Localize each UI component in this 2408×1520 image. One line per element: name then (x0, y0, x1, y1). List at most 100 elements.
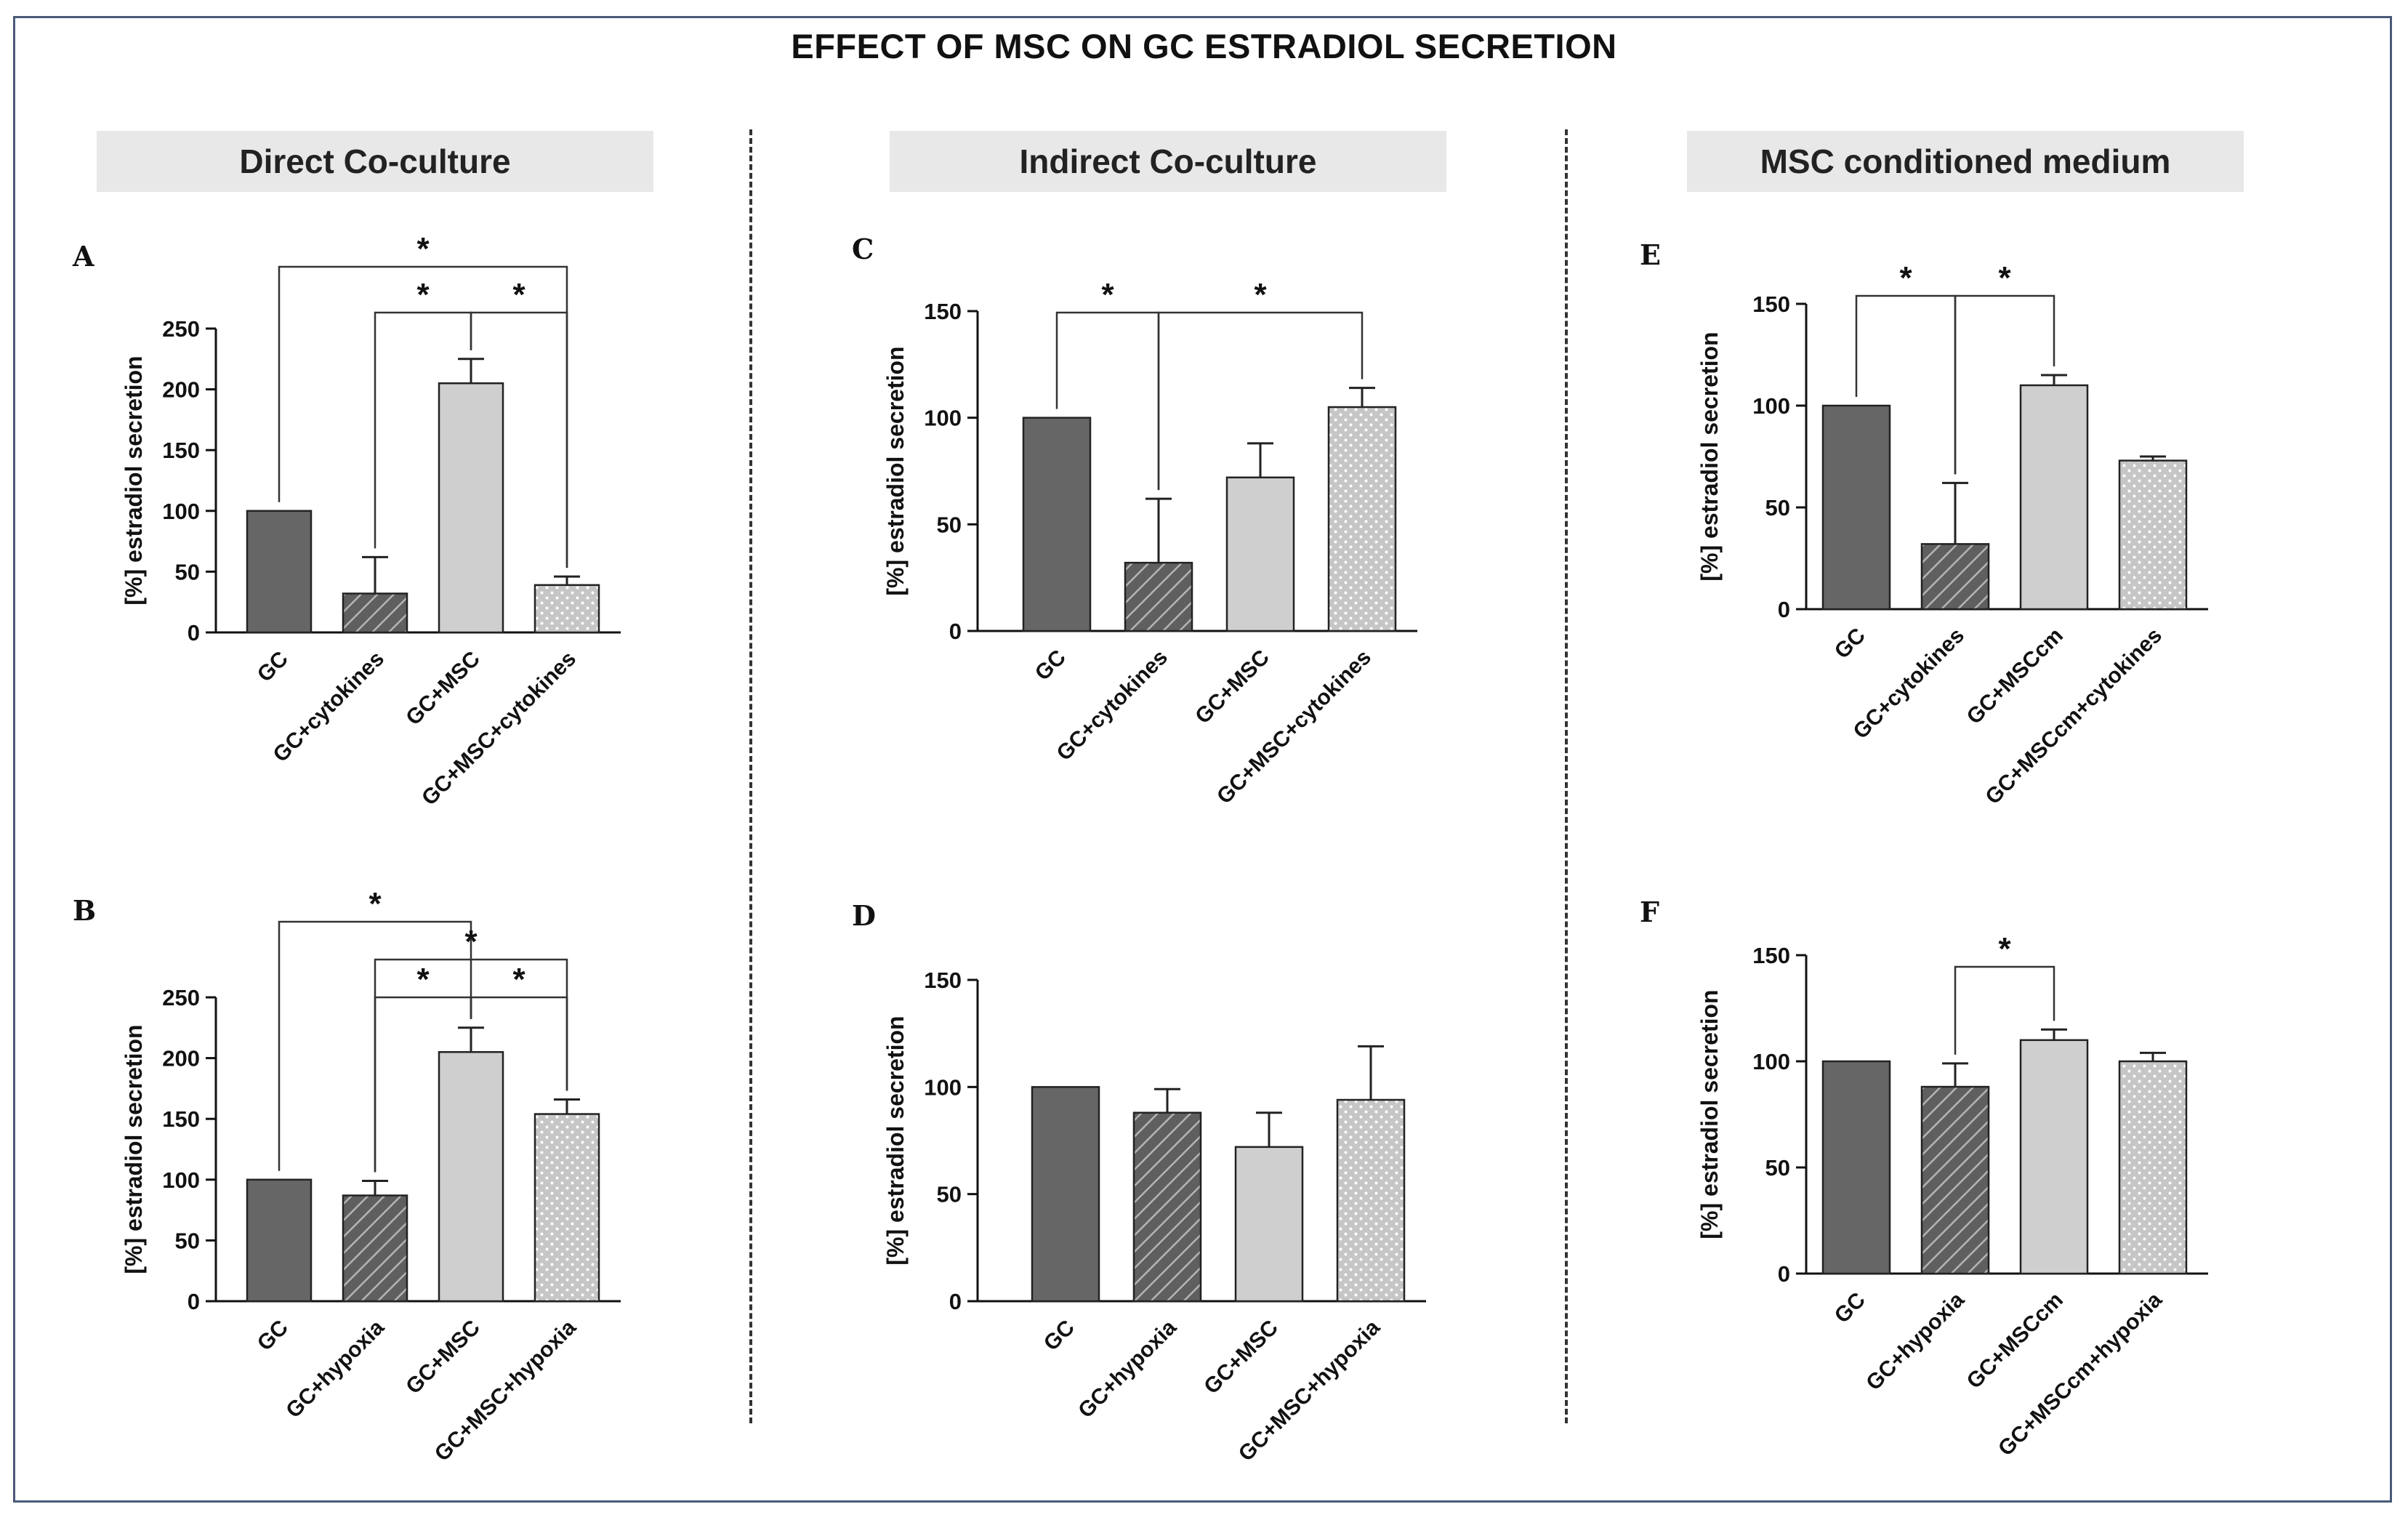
figure-title: EFFECT OF MSC ON GC ESTRADIOL SECRETION (791, 27, 1617, 65)
panel-label-c: C (852, 233, 874, 265)
y-tick-label: 100 (1752, 393, 1790, 419)
bar-gc-msc-hypoxia (1336, 1098, 1406, 1303)
chart-panel-d: 0 50 100 150 [%] estradiol secretion GCGC+hyp… (882, 968, 1426, 1466)
y-tick-label: 100 (924, 406, 962, 431)
y-tick-label: 50 (1765, 1155, 1790, 1181)
y-tick-label: 150 (1752, 943, 1790, 968)
y-tick-label: 100 (1752, 1049, 1790, 1074)
section-divider (1565, 129, 1568, 1423)
bar-gc-msc-cytokines (533, 584, 600, 634)
panel-label-b: B (73, 894, 97, 927)
y-axis-label: [%] estradiol secretion (882, 346, 909, 595)
y-tick-label: 100 (162, 499, 200, 524)
panel-label-f: F (1640, 896, 1659, 928)
y-tick-label: 100 (162, 1167, 200, 1193)
chart-panel-a: 0 50 100 150 200 250 [%] estradiol secretion GC… (121, 231, 621, 811)
bar-gc-msccm-hypoxia (2118, 1060, 2188, 1275)
significance-bracket (470, 996, 568, 1091)
x-tick-label: GC (1039, 1316, 1079, 1356)
significance-star: * (512, 277, 526, 313)
x-tick-label: GC+cytokines (1052, 646, 1172, 765)
y-axis-label: [%] estradiol secretion (882, 1016, 909, 1265)
bar-gc-msc (438, 1050, 504, 1303)
x-tick-label: GC+MSCcm (1962, 624, 2068, 729)
bar-gc (1022, 417, 1092, 632)
bar-gc-msc (1234, 1146, 1304, 1303)
y-tick-label: 50 (937, 512, 962, 537)
y-tick-label: 250 (162, 985, 200, 1010)
x-tick-label: GC+MSC+cytokines (417, 647, 581, 811)
y-tick-label: 50 (1765, 495, 1790, 520)
y-tick-label: 200 (162, 377, 200, 403)
bar-gc-hypoxia (1920, 1085, 1990, 1275)
x-tick-label: GC+hypoxia (1861, 1287, 1969, 1395)
significance-star: * (1899, 260, 1912, 296)
panel-label-a: A (73, 240, 94, 273)
bar-gc-msccm-cytokines (2118, 459, 2188, 611)
x-tick-label: GC+MSC (1191, 646, 1274, 729)
y-tick-label: 250 (162, 316, 200, 342)
significance-bracket (1954, 965, 2055, 1055)
bar-gc (246, 510, 313, 634)
bar-gc-hypoxia (342, 1194, 408, 1303)
section-direct-co-culture: Direct Co-culture (97, 131, 653, 192)
y-tick-label: 150 (924, 299, 962, 324)
x-tick-label: GC+MSC (401, 1316, 485, 1399)
significance-star: * (464, 924, 478, 960)
bar-gc-cytokines (1920, 543, 1990, 611)
x-tick-label: GC+MSC (401, 647, 485, 731)
bar-gc-msccm (2019, 384, 2089, 611)
significance-star: * (512, 962, 526, 997)
y-tick-label: 0 (949, 1289, 962, 1314)
x-tick-label: GC (1830, 1288, 1870, 1328)
significance-star: * (1254, 277, 1267, 313)
y-tick-label: 150 (162, 1106, 200, 1132)
significance-star: * (1101, 277, 1114, 313)
y-tick-label: 150 (1752, 291, 1790, 317)
x-tick-label: GC (253, 647, 293, 687)
figure-border (13, 16, 2392, 1503)
panel-label-e: E (1640, 238, 1661, 271)
x-tick-label: GC+MSC (1199, 1316, 1283, 1399)
significance-bracket (1157, 311, 1364, 491)
significance-bracket (470, 311, 568, 568)
x-tick-label: GC (253, 1316, 293, 1356)
x-tick-label: GC+MSCcm (1962, 1288, 2068, 1394)
significance-star: * (416, 231, 430, 267)
section-msc-conditioned-medium: MSC conditioned medium (1687, 131, 2244, 192)
significance-bracket (278, 920, 472, 1171)
y-tick-label: 50 (937, 1182, 962, 1207)
x-tick-label: GC+MSCcm+hypoxia (1994, 1287, 2167, 1460)
y-tick-label: 50 (175, 1228, 200, 1253)
x-tick-label: GC (1830, 624, 1870, 664)
significance-bracket (1954, 294, 2055, 475)
section-indirect-co-culture: Indirect Co-culture (890, 131, 1446, 192)
bar-gc (1031, 1086, 1100, 1303)
y-tick-label: 0 (949, 619, 962, 644)
bar-gc (1821, 404, 1891, 611)
significance-star: * (416, 962, 430, 997)
chart-panel-c: 0 50 100 150 [%] estradiol secretion GCGC+cyt… (882, 277, 1417, 809)
section-divider (749, 129, 752, 1423)
chart-panel-b: 0 50 100 150 200 250 [%] estradiol secretion GC… (121, 886, 621, 1466)
y-axis-label: [%] estradiol secretion (1696, 331, 1723, 581)
bar-gc (246, 1178, 313, 1303)
x-tick-label: GC (1031, 646, 1071, 685)
y-tick-label: 100 (924, 1074, 962, 1100)
y-tick-label: 150 (924, 968, 962, 993)
x-tick-label: GC+hypoxia (281, 1315, 389, 1423)
bar-gc-msc-cytokines (1327, 406, 1397, 632)
bar-gc-cytokines (1124, 561, 1193, 632)
bar-gc (1821, 1060, 1891, 1275)
x-tick-label: GC+hypoxia (1074, 1315, 1181, 1423)
y-tick-label: 0 (1778, 597, 1790, 622)
y-axis-label: [%] estradiol secretion (121, 355, 147, 605)
bar-gc-hypoxia (1132, 1111, 1202, 1303)
chart-panel-f: 0 50 100 150 [%] estradiol secretion GCGC+hyp… (1696, 931, 2208, 1461)
significance-star: * (416, 277, 430, 313)
significance-star: * (1998, 931, 2011, 967)
y-axis-label: [%] estradiol secretion (121, 1024, 147, 1274)
panel-label-d: D (852, 899, 876, 932)
significance-star: * (1998, 260, 2011, 296)
